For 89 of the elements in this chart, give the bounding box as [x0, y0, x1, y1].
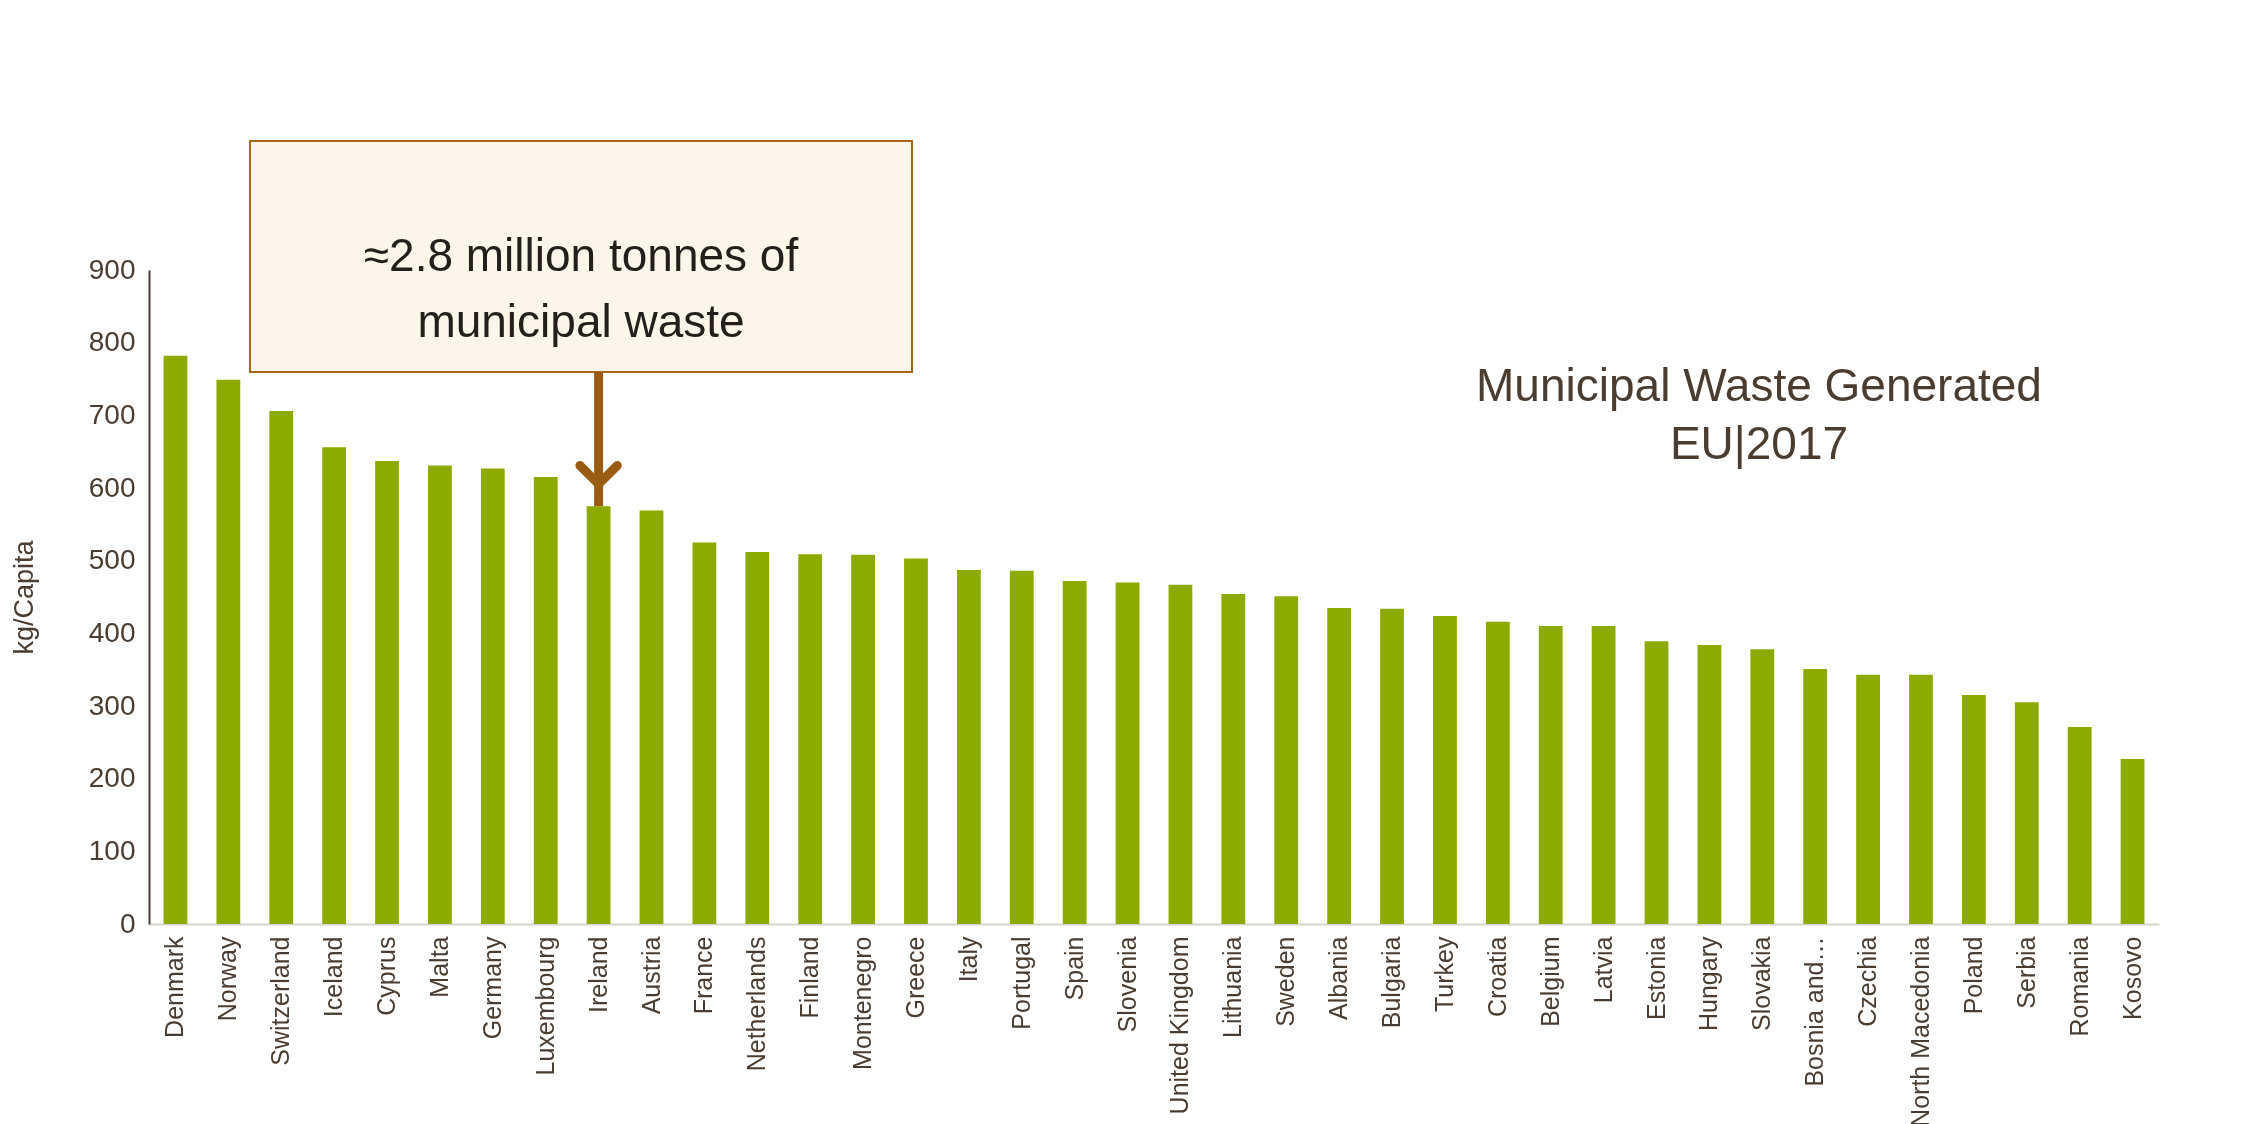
bar — [2067, 727, 2092, 924]
x-tick-label: Germany — [477, 936, 506, 1040]
bar — [1750, 649, 1775, 924]
x-tick-label: Portugal — [1006, 936, 1035, 1030]
bar — [2120, 759, 2145, 924]
x-tick-label: North Macedonia — [1905, 936, 1934, 1124]
x-tick-label: United Kingdom — [1165, 936, 1194, 1115]
bar — [745, 551, 770, 924]
x-tick-label: Latvia — [1588, 936, 1617, 1004]
x-tick-label: Romania — [2064, 936, 2093, 1037]
x-tick-label: Kosovo — [2117, 936, 2146, 1020]
bar — [1062, 581, 1087, 924]
bar — [1274, 596, 1299, 924]
bar — [1538, 626, 1563, 924]
x-tick-label: France — [689, 936, 718, 1015]
y-tick-label: 800 — [88, 326, 136, 358]
x-tick-label: Iceland — [319, 936, 348, 1018]
x-tick-label: Czechia — [1853, 936, 1882, 1027]
x-tick-label: Slovenia — [1112, 936, 1141, 1033]
bar — [1485, 621, 1510, 924]
x-tick-label: Turkey — [1429, 936, 1458, 1012]
x-tick-label: Cyprus — [372, 936, 401, 1016]
x-tick-label: Malta — [424, 936, 453, 998]
y-tick-label: 0 — [119, 907, 136, 939]
y-tick-label: 500 — [88, 544, 136, 576]
bar — [1168, 584, 1193, 924]
x-tick-label: Finland — [795, 936, 824, 1019]
bar — [692, 542, 717, 924]
x-tick-label: Switzerland — [266, 936, 295, 1066]
bar — [163, 355, 188, 924]
x-tick-label: Croatia — [1482, 936, 1511, 1018]
x-tick-label: Sweden — [1271, 936, 1300, 1027]
bar — [1856, 674, 1880, 924]
bar — [1644, 641, 1669, 924]
y-tick-label: 100 — [88, 834, 136, 866]
bar — [375, 461, 399, 924]
y-tick-label: 700 — [88, 398, 136, 430]
text: Municipal Waste Generated EU|2017 — [1476, 359, 2042, 469]
x-tick-label: Norway — [213, 936, 242, 1022]
bar — [322, 447, 347, 924]
x-tick-label: Spain — [1059, 936, 1088, 1001]
x-tick-label: Bulgaria — [1377, 936, 1406, 1029]
bar — [1327, 607, 1352, 924]
bar — [956, 570, 981, 924]
bar — [1380, 608, 1404, 924]
bar — [1433, 615, 1457, 924]
bar — [586, 506, 611, 924]
x-tick-label: Hungary — [1694, 936, 1723, 1031]
x-tick-label: Belgium — [1535, 936, 1564, 1027]
x-tick-label: Italy — [953, 936, 982, 983]
bar — [1697, 644, 1722, 924]
y-axis-title: kg/Capita — [8, 539, 39, 655]
y-tick-label: 400 — [88, 616, 136, 648]
bar — [428, 465, 452, 924]
annotation: ≈2.8 million tonnes of municipal waste — [363, 229, 799, 347]
bar — [1909, 674, 1933, 924]
bar — [480, 468, 505, 924]
bar — [533, 477, 558, 924]
bar — [1591, 626, 1616, 924]
x-tick-label: Denmark — [160, 936, 189, 1038]
y-tick-label: 300 — [88, 689, 136, 721]
bar — [1221, 594, 1246, 924]
bar — [2014, 702, 2039, 924]
x-tick-label: Albania — [1324, 936, 1353, 1020]
x-tick-label: Poland — [1958, 936, 1987, 1015]
bar — [1115, 582, 1140, 924]
x-tick-label: Ireland — [583, 936, 612, 1013]
x-tick-label: Austria — [636, 936, 665, 1015]
bar — [1009, 570, 1034, 924]
bar — [216, 379, 241, 924]
bar — [851, 554, 875, 924]
bar — [1961, 695, 1986, 924]
x-tick-label: Bosnia and… — [1800, 936, 1829, 1087]
x-tick-label: Greece — [900, 936, 929, 1019]
bar — [1803, 668, 1828, 924]
y-tick-label: 600 — [88, 471, 136, 503]
bar — [639, 510, 664, 924]
x-tick-label: Slovakia — [1747, 936, 1776, 1031]
x-tick-label: Lithuania — [1218, 936, 1247, 1038]
x-tick-label: Montenegro — [848, 936, 877, 1070]
x-tick-label: Estonia — [1641, 936, 1670, 1020]
x-tick-label: Netherlands — [742, 936, 771, 1072]
bar — [904, 558, 928, 924]
y-tick-label: 900 — [88, 253, 136, 285]
x-tick-label: Luxembourg — [530, 936, 559, 1076]
bar — [269, 410, 294, 924]
x-tick-label: Serbia — [2011, 936, 2040, 1009]
bar — [798, 554, 823, 924]
y-tick-label: 200 — [88, 762, 136, 794]
